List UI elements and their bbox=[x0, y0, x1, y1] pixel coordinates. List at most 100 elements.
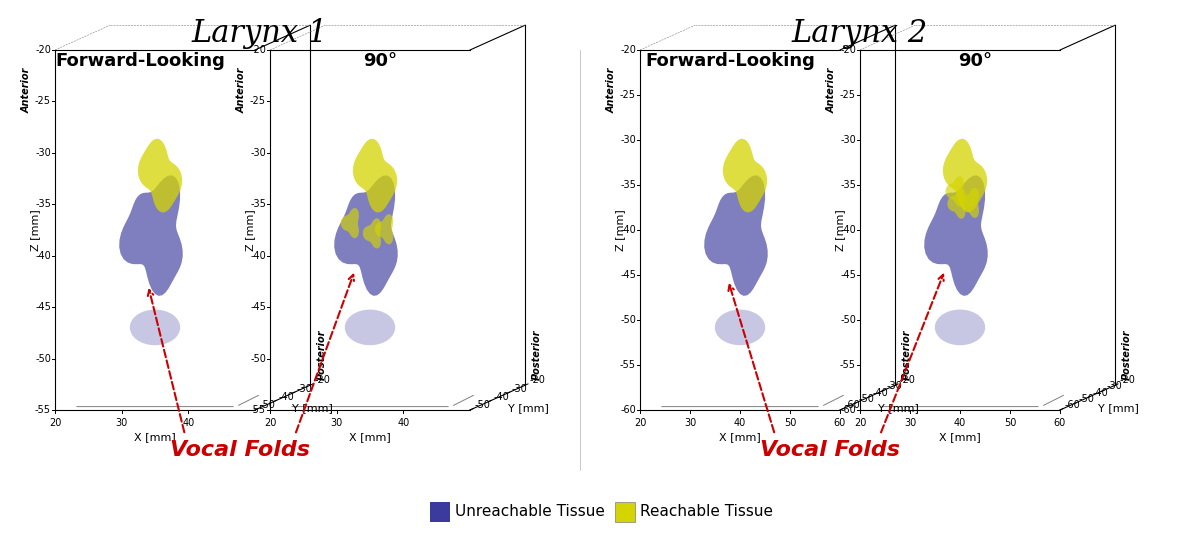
Text: 50: 50 bbox=[784, 418, 796, 428]
Text: -60: -60 bbox=[1066, 400, 1081, 410]
Text: Y [mm]: Y [mm] bbox=[508, 403, 548, 412]
Text: -50: -50 bbox=[1079, 394, 1094, 404]
Text: 50: 50 bbox=[1004, 418, 1016, 428]
Text: -20: -20 bbox=[530, 375, 546, 385]
Text: -45: -45 bbox=[620, 270, 636, 280]
Text: -20: -20 bbox=[35, 45, 50, 55]
Text: -40: -40 bbox=[493, 392, 509, 402]
Text: -30: -30 bbox=[887, 382, 902, 392]
Text: 60: 60 bbox=[1054, 418, 1066, 428]
Text: -50: -50 bbox=[35, 354, 50, 364]
Text: Z [mm]: Z [mm] bbox=[835, 209, 845, 251]
Text: -30: -30 bbox=[840, 135, 856, 145]
Text: -40: -40 bbox=[278, 392, 294, 402]
Text: Z [mm]: Z [mm] bbox=[245, 209, 256, 251]
Ellipse shape bbox=[935, 310, 985, 345]
Polygon shape bbox=[341, 208, 359, 238]
Text: -35: -35 bbox=[620, 180, 636, 190]
Text: 20: 20 bbox=[854, 418, 866, 428]
Polygon shape bbox=[946, 176, 964, 206]
Text: -50: -50 bbox=[859, 394, 875, 404]
Ellipse shape bbox=[715, 310, 766, 345]
Text: -30: -30 bbox=[296, 383, 312, 393]
Text: Y [mm]: Y [mm] bbox=[877, 403, 918, 412]
Polygon shape bbox=[722, 139, 767, 212]
Polygon shape bbox=[138, 139, 182, 212]
Text: -55: -55 bbox=[35, 405, 50, 415]
Text: -50: -50 bbox=[620, 315, 636, 325]
Text: -25: -25 bbox=[250, 96, 266, 107]
Text: Z [mm]: Z [mm] bbox=[30, 209, 40, 251]
Text: -35: -35 bbox=[250, 199, 266, 210]
Text: 30: 30 bbox=[330, 418, 343, 428]
Text: Anterior: Anterior bbox=[238, 67, 247, 113]
Text: 20: 20 bbox=[634, 418, 646, 428]
Text: -35: -35 bbox=[35, 199, 50, 210]
Text: Posterior: Posterior bbox=[902, 330, 912, 381]
Text: -25: -25 bbox=[840, 90, 856, 100]
Text: 20: 20 bbox=[49, 418, 61, 428]
Ellipse shape bbox=[130, 310, 180, 345]
Text: 40: 40 bbox=[954, 418, 966, 428]
Polygon shape bbox=[704, 175, 768, 296]
Text: X [mm]: X [mm] bbox=[940, 432, 980, 442]
Text: Posterior: Posterior bbox=[1122, 330, 1132, 381]
Text: -50: -50 bbox=[260, 400, 276, 410]
Text: -40: -40 bbox=[620, 225, 636, 235]
Text: Z [mm]: Z [mm] bbox=[616, 209, 625, 251]
Text: Y [mm]: Y [mm] bbox=[1098, 403, 1139, 412]
Text: -40: -40 bbox=[35, 251, 50, 261]
Text: Forward-Looking: Forward-Looking bbox=[646, 52, 815, 70]
Text: -55: -55 bbox=[250, 405, 266, 415]
Text: -30: -30 bbox=[1106, 382, 1122, 392]
Text: -55: -55 bbox=[840, 360, 856, 370]
Text: -40: -40 bbox=[251, 251, 266, 261]
Polygon shape bbox=[924, 175, 988, 296]
Text: Anterior: Anterior bbox=[22, 67, 32, 113]
Text: -45: -45 bbox=[250, 302, 266, 312]
Text: 30: 30 bbox=[115, 418, 127, 428]
Text: -45: -45 bbox=[35, 302, 50, 312]
Text: -20: -20 bbox=[620, 45, 636, 55]
Bar bbox=[430, 502, 450, 522]
Text: 90°: 90° bbox=[958, 52, 992, 70]
Text: Vocal Folds: Vocal Folds bbox=[170, 440, 310, 460]
Text: Unreachable Tissue: Unreachable Tissue bbox=[455, 504, 605, 520]
Text: 30: 30 bbox=[904, 418, 916, 428]
Text: -20: -20 bbox=[250, 45, 266, 55]
Text: -40: -40 bbox=[1092, 388, 1109, 398]
Polygon shape bbox=[353, 139, 397, 212]
Ellipse shape bbox=[344, 310, 395, 345]
Text: Anterior: Anterior bbox=[827, 67, 838, 113]
Text: -20: -20 bbox=[840, 45, 856, 55]
Text: -35: -35 bbox=[840, 180, 856, 190]
Text: -40: -40 bbox=[840, 225, 856, 235]
Text: -60: -60 bbox=[840, 405, 856, 415]
Text: -30: -30 bbox=[35, 148, 50, 158]
Text: 90°: 90° bbox=[362, 52, 397, 70]
Text: -45: -45 bbox=[840, 270, 856, 280]
Text: -60: -60 bbox=[620, 405, 636, 415]
Text: -50: -50 bbox=[475, 400, 491, 410]
Text: Vocal Folds: Vocal Folds bbox=[760, 440, 900, 460]
Text: -60: -60 bbox=[845, 400, 860, 410]
Text: Y [mm]: Y [mm] bbox=[293, 403, 334, 412]
Text: X [mm]: X [mm] bbox=[349, 432, 391, 442]
Text: -30: -30 bbox=[511, 383, 528, 393]
Text: Forward-Looking: Forward-Looking bbox=[55, 52, 224, 70]
Text: 40: 40 bbox=[734, 418, 746, 428]
Polygon shape bbox=[374, 214, 394, 244]
Text: -30: -30 bbox=[251, 148, 266, 158]
Polygon shape bbox=[119, 175, 182, 296]
Text: -20: -20 bbox=[1120, 375, 1136, 385]
Text: -20: -20 bbox=[314, 375, 331, 385]
Bar bbox=[616, 502, 635, 522]
Polygon shape bbox=[362, 218, 382, 249]
Polygon shape bbox=[961, 188, 979, 218]
Polygon shape bbox=[943, 139, 988, 212]
Text: 20: 20 bbox=[264, 418, 276, 428]
Text: -25: -25 bbox=[620, 90, 636, 100]
Text: -50: -50 bbox=[840, 315, 856, 325]
Text: 40: 40 bbox=[397, 418, 409, 428]
Text: 40: 40 bbox=[182, 418, 194, 428]
